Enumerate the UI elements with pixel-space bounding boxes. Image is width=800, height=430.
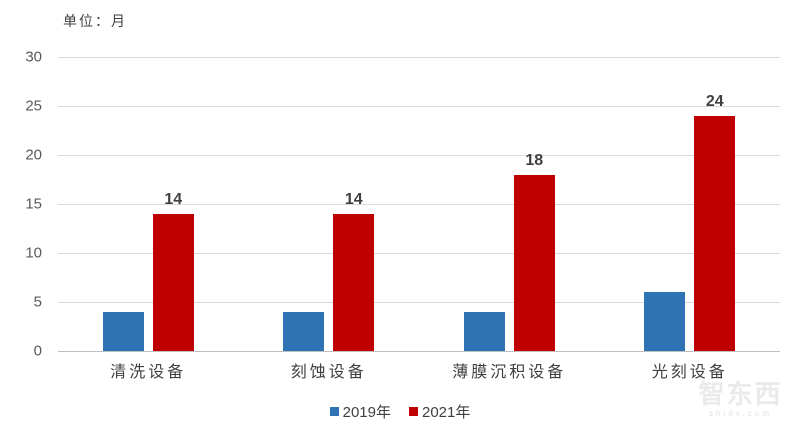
bar-2021年-光刻设备: 24 — [694, 93, 736, 351]
bar-group-0: 14 — [58, 57, 239, 351]
bar-2019年-薄膜沉积设备 — [463, 311, 505, 351]
gridline-30 — [58, 56, 780, 58]
gridline-10 — [58, 252, 780, 254]
bar-group-2: 18 — [419, 57, 600, 351]
bar-2021年-薄膜沉积设备: 18 — [513, 152, 555, 351]
x-label-2: 薄膜沉积设备 — [452, 364, 567, 381]
bar-2021年-刻蚀设备: 14 — [333, 191, 375, 351]
y-tick-10: 10 — [25, 244, 42, 262]
gridline-15 — [58, 203, 780, 205]
bar-group-1: 14 — [239, 57, 420, 351]
legend-label: 2019年 — [342, 404, 391, 421]
y-axis-ticks: 0 5 10 15 20 25 30 — [0, 49, 50, 360]
legend-item-2021年: 2021年 — [409, 401, 470, 422]
bar-value-label: 14 — [344, 190, 363, 208]
x-axis-line — [58, 350, 780, 352]
bar-groups: 14 14 18 24 — [58, 57, 780, 351]
y-tick-15: 15 — [25, 195, 42, 213]
bar-2021年-清洗设备: 14 — [152, 191, 194, 351]
bar-value-label: 14 — [164, 190, 183, 208]
gridline-25 — [58, 105, 780, 107]
x-axis-labels: 清洗设备 刻蚀设备 薄膜沉积设备 光刻设备 — [58, 358, 780, 382]
plot-area: 14 14 18 24 — [58, 56, 780, 352]
bar-2019年-刻蚀设备 — [283, 311, 325, 351]
x-label-0: 清洗设备 — [110, 364, 187, 381]
legend-item-2019年: 2019年 — [329, 401, 391, 422]
bar-2019年-清洗设备 — [102, 311, 144, 351]
x-label-1: 刻蚀设备 — [290, 364, 367, 381]
y-tick-25: 25 — [25, 97, 42, 115]
unit-label: 单位：月 — [63, 13, 127, 29]
bar-value-label: 18 — [525, 151, 544, 169]
y-tick-5: 5 — [33, 293, 42, 311]
x-label-3: 光刻设备 — [651, 364, 728, 381]
gridline-20 — [58, 154, 780, 156]
legend: 2019年 2021年 — [0, 401, 800, 422]
legend-swatch-icon — [409, 407, 418, 416]
bar-group-3: 24 — [600, 57, 781, 351]
y-tick-0: 0 — [33, 342, 42, 360]
y-tick-20: 20 — [25, 146, 42, 164]
bar-value-label: 24 — [705, 92, 724, 110]
y-tick-30: 30 — [25, 48, 42, 66]
bar-2019年-光刻设备 — [644, 292, 686, 351]
gridline-5 — [58, 301, 780, 303]
legend-swatch-icon — [329, 407, 339, 416]
legend-label: 2021年 — [422, 404, 471, 421]
